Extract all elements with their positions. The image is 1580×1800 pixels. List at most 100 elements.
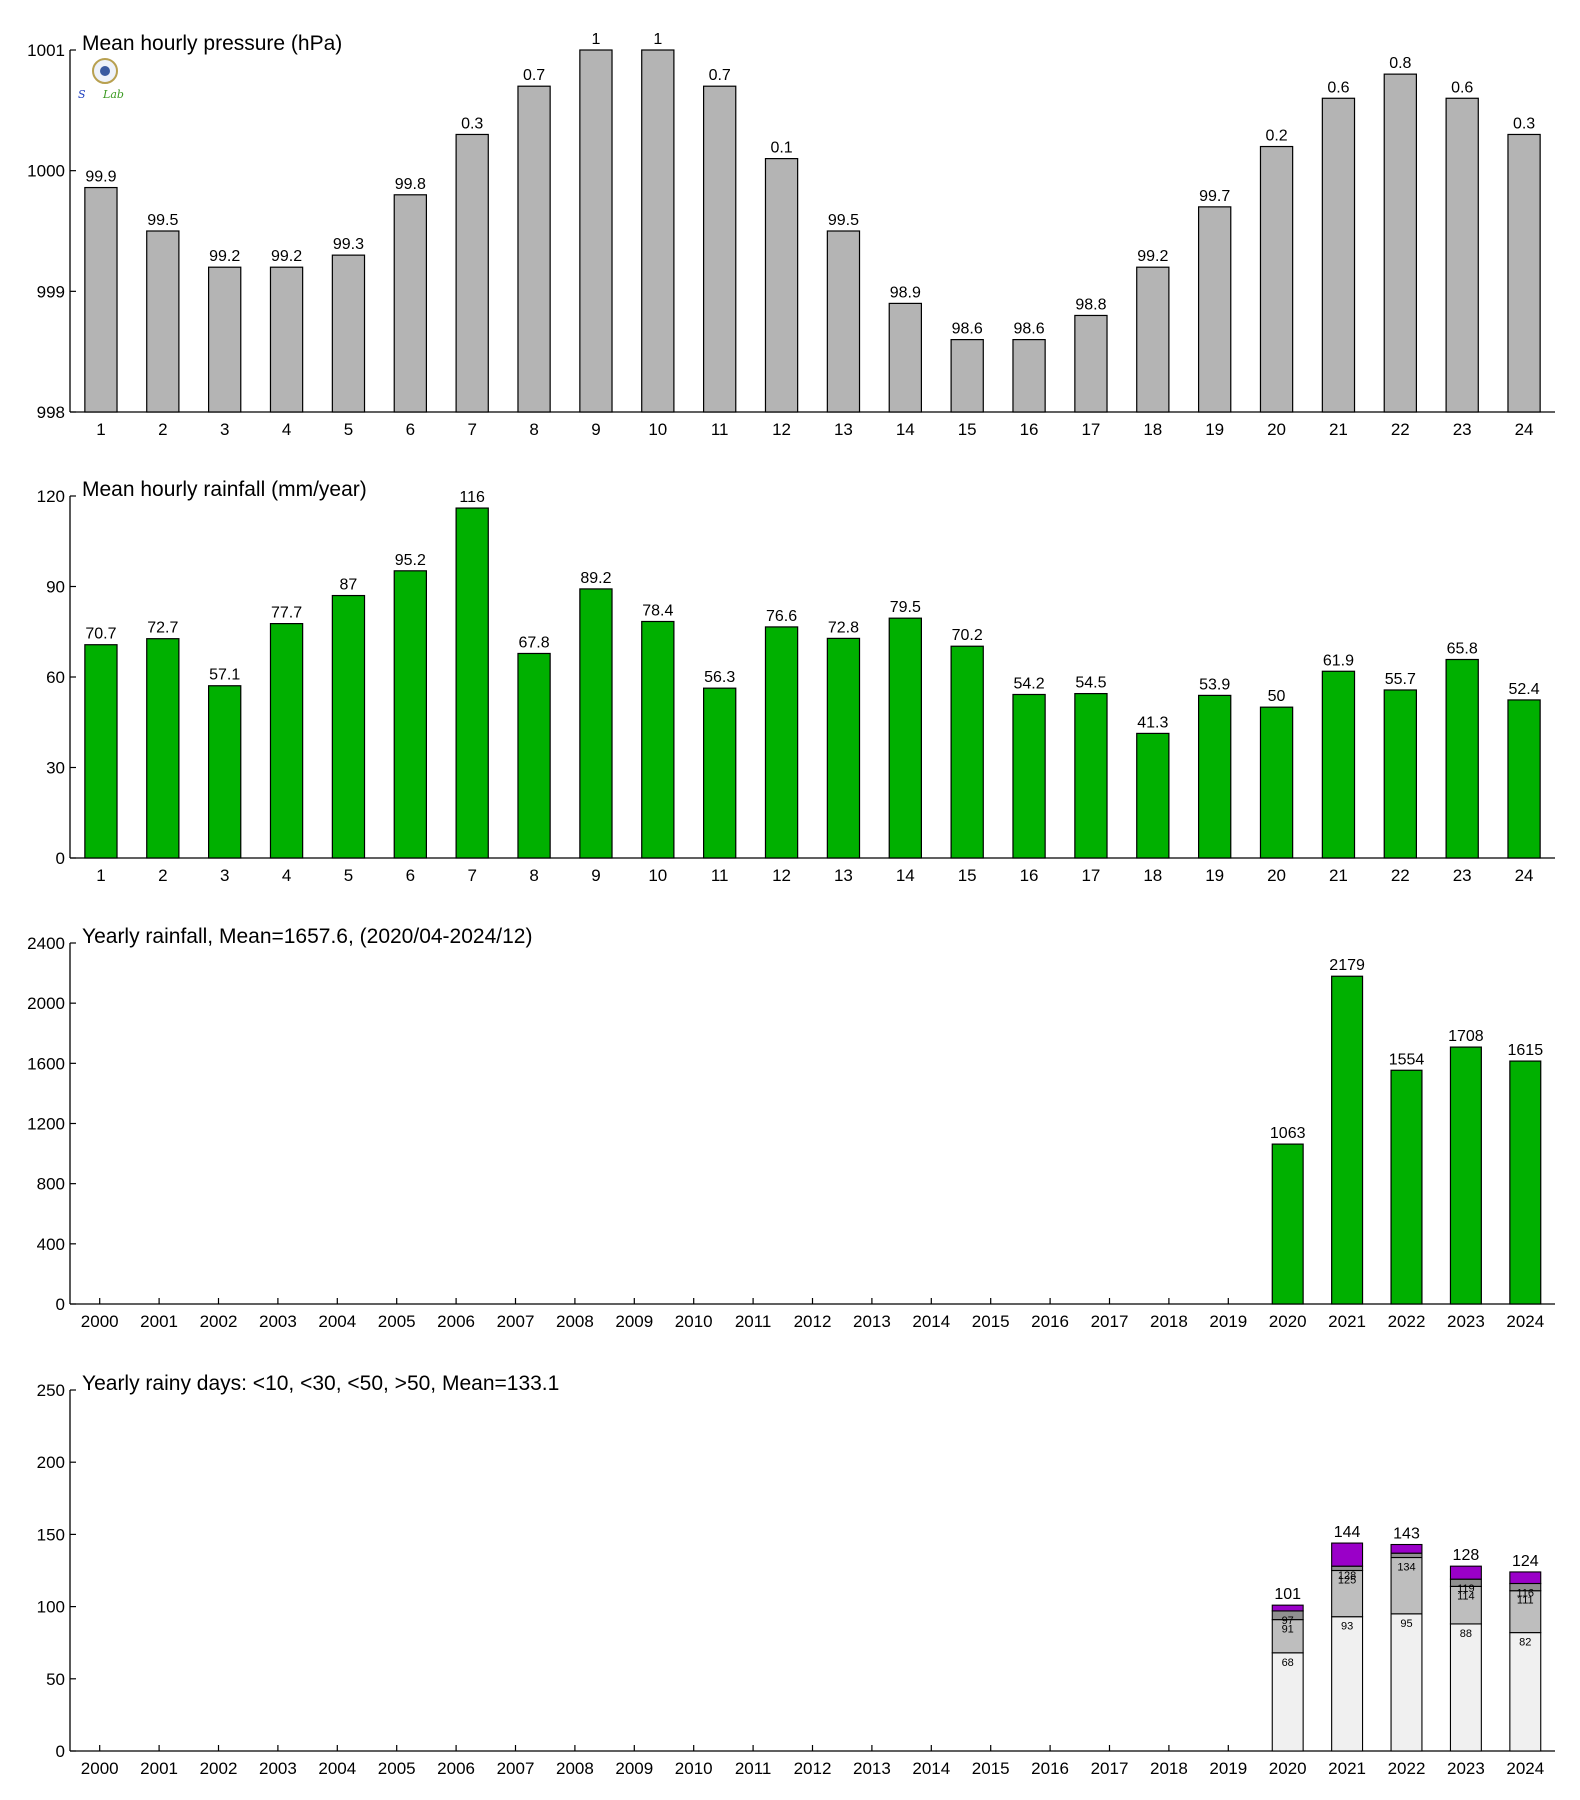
x-tick-label: 14 xyxy=(896,420,915,439)
bar xyxy=(1074,692,1108,859)
x-tick-label: 2011 xyxy=(735,1312,772,1331)
bar xyxy=(1259,706,1294,859)
y-tick-label: 60 xyxy=(46,668,65,687)
stack-segment xyxy=(1509,1590,1542,1634)
x-tick-label: 2022 xyxy=(1388,1759,1426,1778)
data-label: 99.5 xyxy=(828,212,859,229)
bar xyxy=(269,266,304,413)
stack-segment-label: 93 xyxy=(1341,1621,1353,1633)
data-label: 87 xyxy=(340,577,358,594)
stack-segment xyxy=(1390,1543,1423,1554)
bar xyxy=(1507,133,1541,413)
stack-segment-label: 111 xyxy=(1517,1595,1534,1607)
x-tick-label: 2020 xyxy=(1269,1759,1307,1778)
stack-segment xyxy=(1390,1552,1423,1559)
bar xyxy=(1507,699,1541,859)
x-tick-label: 12 xyxy=(772,866,791,885)
stack-segment xyxy=(1449,1565,1482,1580)
data-label: 77.7 xyxy=(271,605,302,622)
stack-total-label: 143 xyxy=(1393,1526,1420,1543)
bar xyxy=(146,638,180,859)
x-tick-label: 18 xyxy=(1143,420,1162,439)
data-label: 0.7 xyxy=(523,67,545,84)
x-tick-label: 2008 xyxy=(556,1759,594,1778)
x-tick-label: 19 xyxy=(1205,866,1224,885)
data-label: 99.2 xyxy=(1137,248,1168,265)
x-tick-label: 12 xyxy=(772,420,791,439)
data-label: 57.1 xyxy=(209,667,240,684)
data-label: 0.1 xyxy=(770,140,792,157)
x-tick-label: 1 xyxy=(96,420,105,439)
x-tick-label: 2003 xyxy=(259,1312,297,1331)
y-tick-label: 2000 xyxy=(27,994,65,1013)
x-tick-label: 5 xyxy=(344,420,353,439)
x-tick-label: 19 xyxy=(1205,420,1224,439)
x-tick-label: 8 xyxy=(529,420,538,439)
x-tick-label: 15 xyxy=(958,866,977,885)
x-tick-label: 2013 xyxy=(853,1312,891,1331)
data-label: 99.5 xyxy=(147,212,178,229)
data-label: 0.8 xyxy=(1389,55,1411,72)
x-tick-label: 2009 xyxy=(615,1759,653,1778)
data-label: 98.9 xyxy=(890,284,921,301)
data-label: 1708 xyxy=(1448,1028,1484,1045)
stack-segment-label: 114 xyxy=(1457,1590,1475,1602)
x-tick-label: 18 xyxy=(1143,866,1162,885)
bar xyxy=(641,620,675,859)
data-label: 99.9 xyxy=(85,169,116,186)
stack-total-label: 124 xyxy=(1512,1553,1539,1570)
stack-segment xyxy=(1331,1616,1364,1752)
stack-segment xyxy=(1509,1571,1542,1585)
x-tick-label: 11 xyxy=(711,420,729,439)
bar xyxy=(1012,339,1046,413)
bar xyxy=(579,588,613,859)
data-label: 99.3 xyxy=(333,236,364,253)
data-label: 116 xyxy=(459,489,485,506)
bar xyxy=(1321,97,1356,413)
data-label: 56.3 xyxy=(704,669,735,686)
y-tick-label: 90 xyxy=(46,578,65,597)
data-label: 99.7 xyxy=(1199,188,1230,205)
data-label: 0.6 xyxy=(1451,79,1473,96)
y-tick-label: 998 xyxy=(37,403,65,422)
x-tick-label: 7 xyxy=(467,866,476,885)
x-tick-label: 2016 xyxy=(1031,1312,1069,1331)
data-label: 99.2 xyxy=(209,248,240,265)
stack-segment-label: 134 xyxy=(1397,1562,1415,1574)
x-tick-label: 16 xyxy=(1020,866,1039,885)
x-tick-label: 2022 xyxy=(1388,1312,1426,1331)
chart-3: Yearly rainfall, Mean=1657.6, (2020/04-2… xyxy=(27,925,1555,1331)
logo-seal-icon xyxy=(92,58,118,84)
y-tick-label: 200 xyxy=(37,1453,65,1472)
bar xyxy=(950,339,984,413)
x-tick-label: 10 xyxy=(648,866,667,885)
x-tick-label: 2012 xyxy=(794,1759,832,1778)
x-tick-label: 2005 xyxy=(378,1312,416,1331)
bar xyxy=(950,645,984,859)
bar xyxy=(1074,314,1108,413)
x-tick-label: 2006 xyxy=(437,1759,475,1778)
data-label: 1615 xyxy=(1508,1042,1544,1059)
bar xyxy=(1136,266,1170,413)
x-tick-label: 2023 xyxy=(1447,1759,1485,1778)
x-tick-label: 22 xyxy=(1391,866,1410,885)
x-tick-label: 2019 xyxy=(1209,1759,1247,1778)
stack-segment-label: 116 xyxy=(1517,1587,1535,1599)
x-tick-label: 2017 xyxy=(1091,1312,1129,1331)
y-tick-label: 120 xyxy=(37,487,65,506)
y-tick-label: 2400 xyxy=(27,934,65,953)
x-tick-label: 2 xyxy=(158,866,167,885)
data-label: 52.4 xyxy=(1508,681,1539,698)
bar xyxy=(208,266,242,413)
x-tick-label: 2010 xyxy=(675,1759,713,1778)
bar xyxy=(888,617,922,859)
bar xyxy=(826,637,861,859)
x-tick-label: 6 xyxy=(406,866,415,885)
bar xyxy=(455,133,489,413)
bar xyxy=(84,644,118,859)
stack-total-label: 144 xyxy=(1334,1524,1361,1541)
data-label: 95.2 xyxy=(395,552,426,569)
bar xyxy=(517,652,551,859)
stack-segment-label: 68 xyxy=(1282,1657,1294,1669)
bar xyxy=(393,570,428,859)
